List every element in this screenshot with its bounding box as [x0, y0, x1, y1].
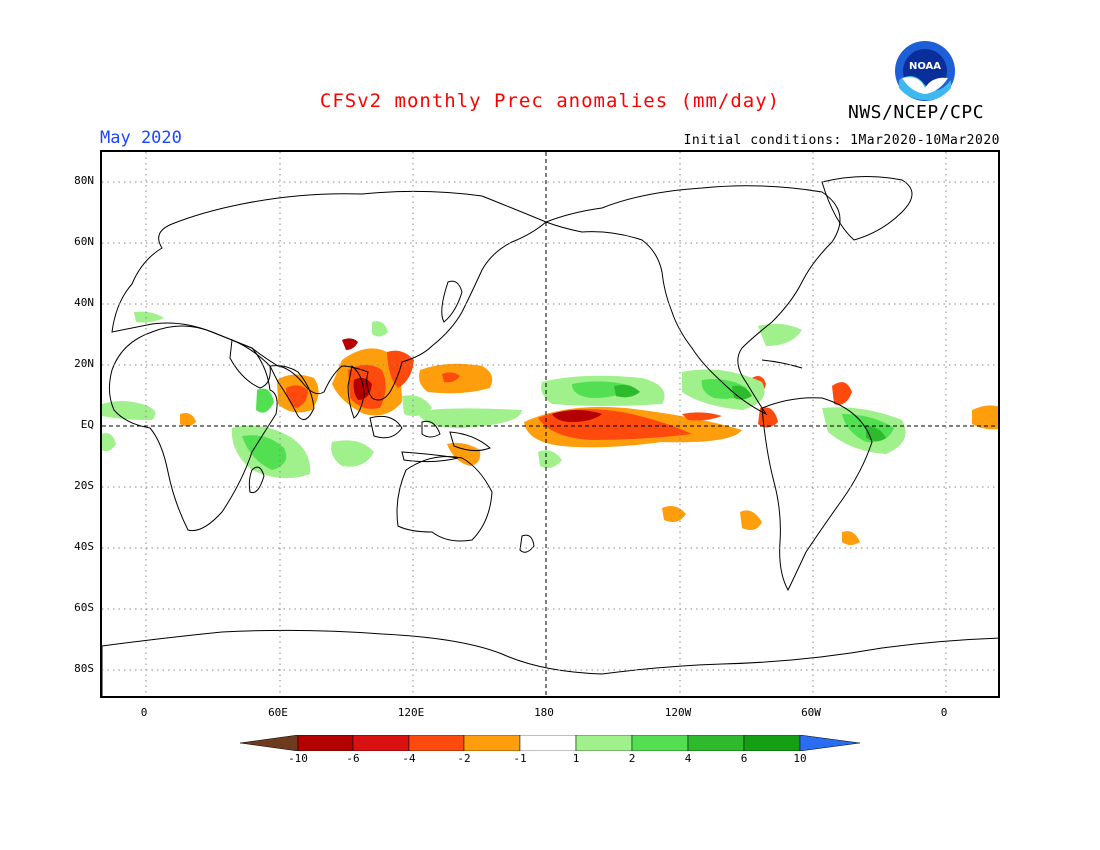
- svg-text:NOAA: NOAA: [909, 61, 941, 72]
- coastlines: [102, 175, 998, 696]
- lat-lon-grid: [102, 152, 998, 696]
- lon-label: 0: [940, 706, 948, 719]
- lat-label: 80S: [74, 662, 94, 675]
- colorbar-swatch: [240, 735, 299, 751]
- colorbar-label: -6: [346, 752, 360, 765]
- colorbar-label: -2: [457, 752, 471, 765]
- colorbar-label: -10: [288, 752, 308, 765]
- colorbar-swatch: [352, 735, 410, 751]
- lat-label: 80N: [74, 174, 94, 187]
- lon-label: 0: [140, 706, 148, 719]
- lon-label: 180: [534, 706, 554, 719]
- lat-label: EQ: [80, 418, 94, 431]
- colorbar-swatch: [408, 735, 465, 751]
- lat-label: 60N: [74, 235, 94, 248]
- colorbar-label: 1: [572, 752, 580, 765]
- colorbar-label: -1: [513, 752, 527, 765]
- colorbar-label: -4: [402, 752, 416, 765]
- colorbar-swatch: [519, 735, 577, 751]
- lat-label: 20S: [74, 479, 94, 492]
- colorbar-swatch: [297, 735, 354, 751]
- chart-title: CFSv2 monthly Prec anomalies (mm/day): [319, 90, 781, 112]
- anomaly-map: [100, 150, 1000, 698]
- colorbar-swatch: [799, 735, 861, 751]
- lon-label: 120E: [397, 706, 425, 719]
- lon-label: 60E: [268, 706, 288, 719]
- colorbar-label: 2: [628, 752, 636, 765]
- lat-label: 40S: [74, 540, 94, 553]
- colorbar-swatch: [463, 735, 521, 751]
- colorbar: [240, 735, 861, 751]
- lat-label: 60S: [74, 601, 94, 614]
- colorbar-swatch: [687, 735, 745, 751]
- lat-label: 20N: [74, 357, 94, 370]
- colorbar-swatch: [631, 735, 689, 751]
- lat-label: 40N: [74, 296, 94, 309]
- colorbar-label: 10: [793, 752, 807, 765]
- colorbar-label: 4: [684, 752, 692, 765]
- lon-label: 60W: [801, 706, 821, 719]
- anomaly-shading: [102, 311, 998, 545]
- noaa-logo: NOAA: [895, 41, 955, 101]
- forecast-period: May 2020: [100, 128, 182, 148]
- colorbar-swatch: [743, 735, 801, 751]
- lon-label: 120W: [664, 706, 692, 719]
- colorbar-label: 6: [740, 752, 748, 765]
- colorbar-swatch: [575, 735, 633, 751]
- organization-label: NWS/NCEP/CPC: [848, 102, 985, 123]
- initial-conditions: Initial conditions: 1Mar2020-10Mar2020: [683, 133, 1000, 148]
